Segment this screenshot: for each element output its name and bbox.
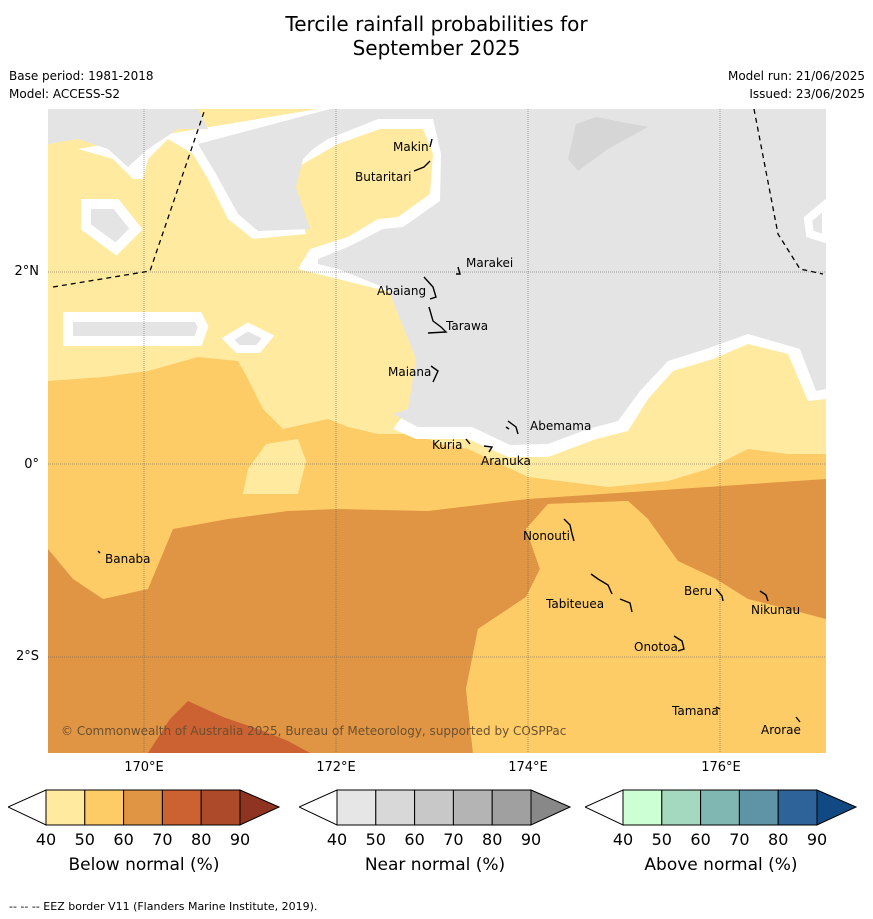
island-label-onotoa: Onotoa: [634, 640, 678, 654]
region-below-70-80: [148, 701, 310, 753]
lat-label-0: 0°: [24, 457, 39, 472]
island-label-beru: Beru: [684, 584, 713, 598]
near-normal-darker-patch: [568, 117, 648, 171]
island-label-tabiteuea: Tabiteuea: [546, 597, 605, 611]
island-label-nikunau: Nikunau: [751, 603, 801, 617]
colorbar-segment: [123, 789, 163, 826]
model-name: Model: ACCESS-S2: [9, 87, 121, 101]
colorbar-segment: [661, 789, 702, 826]
colorbar-above-arrow: [816, 789, 857, 826]
colorbar-tick-label: 70: [152, 830, 172, 849]
colorbar-segment: [622, 789, 663, 826]
map-title: Tercile rainfall probabilities for Septe…: [0, 12, 873, 60]
island-label-tarawa: Tarawa: [446, 319, 489, 333]
eez-footnote: -- -- -- EEZ border V11 (Flanders Marine…: [9, 900, 318, 913]
island-label-arorae: Arorae: [761, 723, 801, 737]
lat-label-2s: 2°S: [15, 649, 39, 664]
colorbar-segment: [452, 789, 493, 826]
colorbar-tick-label: 60: [404, 830, 424, 849]
lon-label-174e: 174°E: [508, 760, 548, 775]
near-normal-patch-2: [221, 322, 275, 353]
eez-border: [52, 109, 824, 288]
island-label-butaritari: Butaritari: [355, 170, 412, 184]
colorbar-segment: [336, 789, 377, 826]
region-below-50-60-south: [466, 501, 826, 753]
colorbar-above-segments: [622, 789, 818, 826]
colorbar-below-arrow: [239, 789, 280, 826]
island-label-nonouti: Nonouti: [523, 529, 570, 543]
base-period: Base period: 1981-2018: [9, 69, 154, 83]
colorbar-tick-label: 70: [443, 830, 463, 849]
colorbar-tick-label: 60: [690, 830, 710, 849]
colorbar-tick-label: 90: [230, 830, 250, 849]
colorbar-segment: [700, 789, 740, 826]
island-label-kuria: Kuria: [432, 438, 463, 452]
colorbar-tick-label: 50: [652, 830, 672, 849]
colorbar-near-segments: [336, 789, 532, 826]
lat-label-2n: 2°N: [14, 264, 40, 279]
copyright-notice: © Commonwealth of Australia 2025, Bureau…: [61, 724, 567, 738]
island-label-abaiang: Abaiang: [377, 284, 427, 298]
colorbar-tick-label: 80: [482, 830, 502, 849]
gridlines: [48, 109, 826, 753]
region-near-normal: [48, 109, 826, 445]
colorbar-tick-label: 80: [768, 830, 788, 849]
colorbar-segment: [161, 789, 202, 826]
island-label-abemama: Abemama: [530, 419, 592, 433]
colorbar-tick-label: 50: [75, 830, 95, 849]
colorbar-tick-label: 90: [807, 830, 827, 849]
colorbar-below-segments: [45, 789, 241, 826]
colorbar-tick-label: 40: [327, 830, 347, 849]
colorbar-tick-label: 60: [113, 830, 133, 849]
map: [48, 109, 826, 753]
title-line-1: Tercile rainfall probabilities for: [285, 12, 588, 36]
lon-label-172e: 172°E: [316, 760, 356, 775]
colorbar-segment: [84, 789, 125, 826]
colorbar-near-normal: 40 50 60 70 80 90: [299, 789, 571, 849]
colorbar-segment: [45, 789, 86, 826]
colorbar-title-below: Below normal (%): [68, 855, 220, 875]
island-label-marakei: Marakei: [466, 256, 514, 270]
island-label-banaba: Banaba: [105, 552, 151, 566]
colorbar-tick-label: 70: [729, 830, 749, 849]
model-run: Model run: 21/06/2025: [727, 69, 865, 83]
colorbar-tick-label: 40: [613, 830, 633, 849]
meta-left: Base period: 1981-2018 Model: ACCESS-S2: [9, 67, 154, 103]
island-label-tamana: Tamana: [672, 704, 719, 718]
colorbar-tick-label: 90: [521, 830, 541, 849]
colorbar-near-arrow: [530, 789, 571, 826]
colorbar-title-near: Near normal (%): [364, 855, 506, 875]
colorbar-segment: [414, 789, 454, 826]
colorbar-segment: [491, 789, 532, 826]
island-shapes: [97, 138, 801, 723]
near-normal-patch-4: [803, 198, 826, 244]
lon-label-176e: 176°E: [701, 760, 741, 775]
colorbar-segment: [375, 789, 416, 826]
colorbar-tick-label: 80: [191, 830, 211, 849]
issued-date: Issued: 23/06/2025: [749, 87, 865, 101]
colorbar-tick-label: 40: [36, 830, 56, 849]
colorbar-below-normal: 40 50 60 70 80 90: [8, 789, 280, 849]
meta-right: Model run: 21/06/2025 Issued: 23/06/2025: [728, 67, 865, 103]
colorbar-segment: [200, 789, 241, 826]
colorbar-segment: [777, 789, 818, 826]
colorbar-tick-label: 50: [366, 830, 386, 849]
colorbar-above-normal: 40 50 60 70 80 90: [585, 789, 857, 849]
island-label-aranuka: Aranuka: [481, 454, 531, 468]
colorbar-title-above: Above normal (%): [644, 855, 798, 875]
island-label-makin: Makin: [393, 140, 429, 154]
near-normal-patch-1: [63, 312, 209, 346]
region-below-40-50-inner: [243, 439, 306, 494]
colorbar-segment: [738, 789, 779, 826]
title-line-2: September 2025: [352, 36, 521, 60]
near-normal-patch-3: [81, 199, 143, 256]
island-labels: Makin Butaritari Marakei Abaiang Tarawa …: [48, 109, 826, 753]
lon-label-170e: 170°E: [124, 760, 164, 775]
island-label-maiana: Maiana: [388, 365, 432, 379]
